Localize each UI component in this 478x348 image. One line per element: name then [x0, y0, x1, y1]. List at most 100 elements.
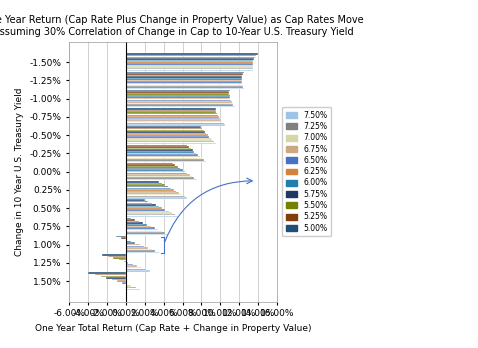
- Bar: [126, 104, 233, 106]
- Bar: [126, 173, 187, 174]
- Bar: [126, 114, 218, 116]
- Bar: [126, 179, 197, 181]
- Bar: [126, 181, 159, 183]
- Bar: [126, 101, 232, 103]
- Bar: [126, 62, 253, 63]
- Bar: [126, 230, 162, 232]
- Bar: [126, 60, 253, 61]
- Bar: [126, 247, 148, 248]
- Bar: [126, 58, 254, 60]
- Bar: [126, 226, 151, 227]
- Bar: [126, 66, 253, 68]
- Bar: [126, 119, 221, 121]
- Bar: [117, 280, 126, 282]
- Bar: [126, 151, 195, 152]
- Bar: [126, 177, 195, 179]
- Bar: [126, 199, 145, 201]
- Bar: [126, 113, 217, 114]
- Bar: [126, 171, 185, 172]
- Bar: [126, 221, 139, 222]
- Bar: [126, 77, 242, 78]
- Bar: [126, 246, 144, 247]
- Bar: [126, 92, 229, 93]
- Bar: [126, 143, 216, 144]
- Bar: [126, 203, 152, 204]
- Bar: [117, 236, 126, 237]
- Bar: [126, 150, 193, 151]
- Bar: [126, 141, 214, 142]
- Bar: [126, 166, 178, 167]
- Bar: [126, 83, 242, 84]
- Bar: [126, 192, 179, 194]
- Bar: [95, 274, 126, 276]
- Bar: [126, 169, 183, 171]
- Bar: [126, 288, 140, 290]
- Bar: [126, 191, 176, 192]
- Bar: [126, 241, 131, 242]
- Bar: [126, 262, 128, 264]
- Bar: [126, 81, 242, 83]
- Bar: [126, 209, 165, 211]
- Bar: [126, 80, 241, 81]
- Bar: [126, 110, 216, 111]
- Bar: [126, 188, 171, 189]
- Bar: [126, 129, 204, 131]
- Bar: [126, 201, 149, 203]
- Bar: [126, 163, 173, 164]
- Bar: [126, 124, 225, 126]
- Bar: [126, 93, 229, 95]
- Bar: [126, 229, 158, 230]
- Bar: [126, 214, 175, 215]
- Bar: [126, 106, 235, 108]
- Bar: [106, 277, 126, 279]
- Bar: [126, 95, 229, 96]
- Bar: [126, 139, 212, 141]
- Bar: [126, 267, 141, 269]
- Bar: [126, 264, 133, 265]
- Bar: [126, 159, 204, 161]
- Bar: [126, 234, 168, 235]
- Bar: [126, 269, 145, 270]
- Bar: [126, 116, 219, 118]
- Bar: [126, 90, 230, 91]
- Bar: [126, 134, 207, 136]
- Bar: [126, 222, 143, 224]
- Bar: [126, 244, 140, 245]
- Bar: [112, 279, 126, 280]
- Bar: [126, 63, 253, 64]
- Bar: [126, 174, 190, 176]
- Bar: [102, 254, 126, 255]
- Bar: [126, 204, 155, 206]
- Bar: [126, 131, 205, 133]
- Bar: [126, 148, 191, 149]
- Bar: [126, 212, 172, 214]
- Bar: [119, 259, 126, 260]
- Bar: [126, 88, 244, 89]
- Bar: [126, 65, 253, 66]
- Bar: [126, 100, 231, 101]
- Bar: [126, 207, 162, 209]
- Bar: [126, 270, 150, 272]
- Bar: [126, 68, 253, 69]
- Bar: [126, 154, 198, 156]
- Bar: [126, 96, 230, 98]
- Bar: [126, 168, 180, 169]
- Bar: [126, 194, 182, 196]
- Bar: [126, 197, 187, 199]
- Bar: [126, 103, 232, 104]
- Bar: [126, 285, 131, 287]
- Bar: [100, 276, 126, 277]
- Bar: [126, 184, 165, 186]
- Bar: [126, 206, 159, 207]
- Bar: [126, 75, 242, 76]
- Bar: [126, 196, 185, 197]
- Y-axis label: Change in 10 Year U.S. Treasury Yield: Change in 10 Year U.S. Treasury Yield: [15, 87, 24, 256]
- Bar: [126, 138, 211, 139]
- Bar: [126, 118, 220, 119]
- Bar: [123, 261, 126, 262]
- Bar: [126, 73, 243, 75]
- Bar: [126, 232, 165, 234]
- Bar: [113, 258, 126, 259]
- Bar: [121, 237, 126, 239]
- Bar: [126, 165, 175, 166]
